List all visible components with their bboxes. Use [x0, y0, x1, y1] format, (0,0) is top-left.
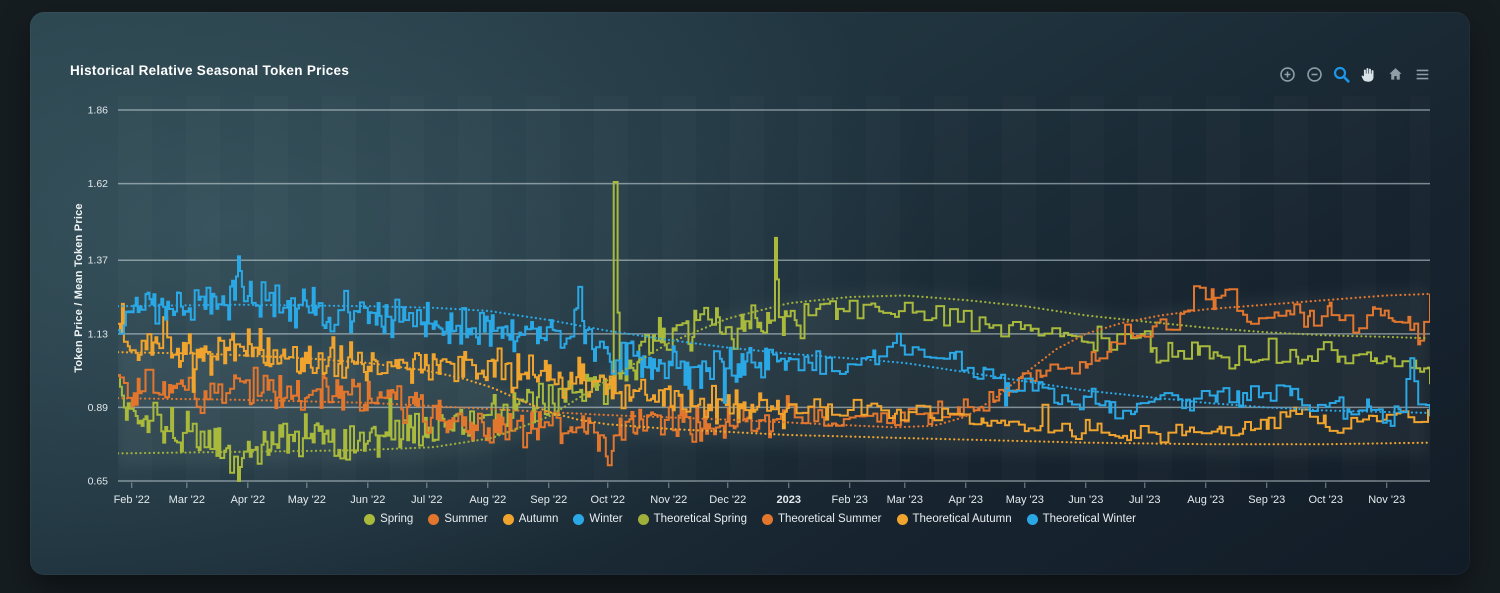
- x-tick-label: Aug '22: [469, 494, 506, 506]
- x-tick-label: Feb '23: [832, 494, 868, 506]
- legend-marker: [762, 514, 773, 525]
- legend-label: Spring: [380, 513, 413, 525]
- page-background: { "toolbar": { "buttons": [ {"name": "zo…: [0, 0, 1500, 593]
- x-tick-label: Apr '22: [231, 494, 266, 506]
- legend-item-autumn[interactable]: Autumn: [503, 513, 559, 525]
- x-tick-label: Jun '23: [1068, 494, 1103, 506]
- y-tick-label: 1.13: [88, 328, 109, 340]
- x-tick-label: May '23: [1006, 494, 1044, 506]
- legend-item-theoretical-spring[interactable]: Theoretical Spring: [638, 513, 747, 525]
- legend-marker: [428, 514, 439, 525]
- legend-marker: [573, 514, 584, 525]
- legend-marker: [1027, 514, 1038, 525]
- legend-item-winter[interactable]: Winter: [573, 513, 622, 525]
- legend-label: Theoretical Winter: [1043, 513, 1136, 525]
- legend-marker: [638, 514, 649, 525]
- x-tick-label: Oct '22: [591, 494, 626, 506]
- x-tick-label: Feb '22: [114, 494, 150, 506]
- legend-item-spring[interactable]: Spring: [364, 513, 413, 525]
- x-tick-label: Sep '22: [530, 494, 567, 506]
- y-tick-label: 1.62: [88, 178, 109, 190]
- x-tick-label: Apr '23: [949, 494, 984, 506]
- legend-label: Theoretical Autumn: [913, 513, 1012, 525]
- legend-label: Theoretical Summer: [778, 513, 882, 525]
- x-tick-label: Aug '23: [1187, 494, 1224, 506]
- legend-label: Summer: [444, 513, 487, 525]
- y-tick-label: 1.86: [88, 105, 109, 117]
- x-tick-label: Dec '22: [709, 494, 746, 506]
- legend-item-theoretical-summer[interactable]: Theoretical Summer: [762, 513, 882, 525]
- x-tick-label: Sep '23: [1248, 494, 1285, 506]
- x-tick-label: Nov '23: [1368, 494, 1405, 506]
- x-tick-label: Nov '22: [650, 494, 687, 506]
- y-axis-title: Token Price / Mean Token Price: [73, 203, 85, 372]
- x-tick-label: Mar '22: [169, 494, 205, 506]
- y-tick-label: 0.89: [88, 402, 109, 414]
- legend-marker: [364, 514, 375, 525]
- legend-label: Theoretical Spring: [654, 513, 747, 525]
- chart-plot-area[interactable]: 0.65 0.89 1.13 1.37 1.62 1.86 Feb '22 Mar '22 Ap…: [30, 12, 1470, 575]
- x-tick-label: May '22: [288, 494, 326, 506]
- x-tick-label: Jul '22: [411, 494, 442, 506]
- y-tick-label: 1.37: [88, 255, 109, 267]
- y-tick-label: 0.65: [88, 476, 109, 488]
- x-tick-label: Jun '22: [350, 494, 385, 506]
- x-axis: Feb '22 Mar '22 Apr '22 May '22 Jun '22 Jul '…: [114, 483, 1406, 507]
- legend-label: Winter: [589, 513, 622, 525]
- x-tick-label: 2023: [777, 494, 801, 506]
- legend-item-summer[interactable]: Summer: [428, 513, 487, 525]
- legend-label: Autumn: [519, 513, 559, 525]
- chart-legend: Spring Summer Autumn Winter Theoretical Spri…: [30, 513, 1470, 525]
- chart-card: Historical Relative Seasonal Token Price…: [30, 12, 1470, 575]
- legend-item-theoretical-autumn[interactable]: Theoretical Autumn: [897, 513, 1012, 525]
- legend-marker: [503, 514, 514, 525]
- x-tick-label: Jul '23: [1129, 494, 1160, 506]
- legend-item-theoretical-winter[interactable]: Theoretical Winter: [1027, 513, 1136, 525]
- x-tick-label: Mar '23: [887, 494, 923, 506]
- x-tick-label: Oct '23: [1308, 494, 1343, 506]
- legend-marker: [897, 514, 908, 525]
